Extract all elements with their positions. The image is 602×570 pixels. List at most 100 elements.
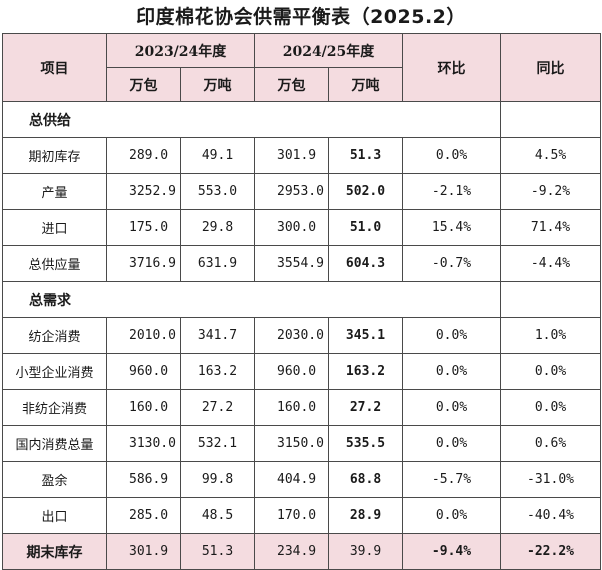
- cell-y1-bale: 285.0: [106, 497, 181, 534]
- cell-y1-ton: 553.0: [180, 173, 255, 210]
- cell-mom: 0.0%: [402, 425, 501, 462]
- cell-y2-ton: 28.9: [328, 497, 403, 534]
- cell-y1-ton: 27.2: [180, 389, 255, 426]
- cell-mom: 0.0%: [402, 353, 501, 390]
- row-label: 期初库存: [2, 137, 107, 174]
- cell-mom: 0.0%: [402, 389, 501, 426]
- table-row: 出口 285.0 48.5 170.0 28.9 0.0% -40.4%: [2, 497, 601, 534]
- cell-y1-bale: 2010.0: [106, 317, 181, 354]
- cell-y1-ton: 532.1: [180, 425, 255, 462]
- cell-y1-bale: 586.9: [106, 461, 181, 498]
- table-row: 进口 175.0 29.8 300.0 51.0 15.4% 71.4%: [2, 209, 601, 246]
- row-label: 盈余: [2, 461, 107, 498]
- cell-y1-ton: 29.8: [180, 209, 255, 246]
- cell-yoy: 71.4%: [500, 209, 601, 246]
- cell-yoy: 0.0%: [500, 389, 601, 426]
- cell-yoy: 0.6%: [500, 425, 601, 462]
- cell-y2-bale: 3554.9: [254, 245, 329, 282]
- cell-y1-bale: 175.0: [106, 209, 181, 246]
- cell-y2-bale: 404.9: [254, 461, 329, 498]
- table-row: 产量 3252.9 553.0 2953.0 502.0 -2.1% -9.2%: [2, 173, 601, 210]
- cell-yoy: -9.2%: [500, 173, 601, 210]
- table-row: 非纺企消费 160.0 27.2 160.0 27.2 0.0% 0.0%: [2, 389, 601, 426]
- row-label: 小型企业消费: [2, 353, 107, 390]
- section-blank: [500, 101, 601, 138]
- cell-mom: 15.4%: [402, 209, 501, 246]
- header-unit-ton-1: 万吨: [180, 67, 255, 102]
- cell-y1-bale: 160.0: [106, 389, 181, 426]
- cell-y2-ton: 27.2: [328, 389, 403, 426]
- row-label: 产量: [2, 173, 107, 210]
- header-unit-ton-2: 万吨: [328, 67, 403, 102]
- header-unit-bale-2: 万包: [254, 67, 329, 102]
- cell-y2-bale: 2953.0: [254, 173, 329, 210]
- header-item: 项目: [2, 33, 107, 102]
- cell-mom: 0.0%: [402, 497, 501, 534]
- row-label: 期末库存: [2, 533, 107, 570]
- cell-y2-ton: 502.0: [328, 173, 403, 210]
- row-label: 出口: [2, 497, 107, 534]
- table-row: 盈余 586.9 99.8 404.9 68.8 -5.7% -31.0%: [2, 461, 601, 498]
- section-row-demand: 总需求: [2, 281, 601, 318]
- cell-yoy: 1.0%: [500, 317, 601, 354]
- table-row: 国内消费总量 3130.0 532.1 3150.0 535.5 0.0% 0.…: [2, 425, 601, 462]
- cell-y2-bale: 170.0: [254, 497, 329, 534]
- cell-y2-bale: 2030.0: [254, 317, 329, 354]
- row-label: 进口: [2, 209, 107, 246]
- cell-yoy: -31.0%: [500, 461, 601, 498]
- section-row-supply: 总供给: [2, 101, 601, 138]
- cell-y2-ton: 535.5: [328, 425, 403, 462]
- table-title: 印度棉花协会供需平衡表（2025.2）: [136, 6, 466, 28]
- cell-y1-ton: 48.5: [180, 497, 255, 534]
- cell-y1-ton: 163.2: [180, 353, 255, 390]
- header-year1: 2023/24年度: [106, 33, 255, 68]
- cell-y1-bale: 301.9: [106, 533, 181, 570]
- cell-yoy: 0.0%: [500, 353, 601, 390]
- header-row-units: 万包 万吨 万包 万吨: [3, 67, 601, 102]
- row-label: 总供应量: [2, 245, 107, 282]
- cell-y2-bale: 160.0: [254, 389, 329, 426]
- cell-mom: 0.0%: [402, 137, 501, 174]
- cell-y2-ton: 604.3: [328, 245, 403, 282]
- table-row-ending-stock: 期末库存 301.9 51.3 234.9 39.9 -9.4% -22.2%: [2, 533, 601, 570]
- section-demand: 总需求: [2, 281, 501, 318]
- cell-y2-bale: 300.0: [254, 209, 329, 246]
- row-label: 国内消费总量: [2, 425, 107, 462]
- cell-mom: -0.7%: [402, 245, 501, 282]
- cell-y2-bale: 234.9: [254, 533, 329, 570]
- cell-y2-bale: 3150.0: [254, 425, 329, 462]
- table-row: 总供应量 3716.9 631.9 3554.9 604.3 -0.7% -4.…: [2, 245, 601, 282]
- cell-y2-bale: 301.9: [254, 137, 329, 174]
- supply-demand-table: 项目 2023/24年度 2024/25年度 环比 同比 万包 万吨 万包 万吨…: [2, 33, 601, 570]
- section-blank: [500, 281, 601, 318]
- table-row: 期初库存 289.0 49.1 301.9 51.3 0.0% 4.5%: [2, 137, 601, 174]
- cell-y2-ton: 345.1: [328, 317, 403, 354]
- cell-y1-bale: 3716.9: [106, 245, 181, 282]
- cell-y2-ton: 51.3: [328, 137, 403, 174]
- header-yoy: 同比: [500, 33, 601, 102]
- row-label: 纺企消费: [2, 317, 107, 354]
- cell-y1-ton: 99.8: [180, 461, 255, 498]
- cell-y2-ton: 51.0: [328, 209, 403, 246]
- cell-mom: 0.0%: [402, 317, 501, 354]
- cell-y2-ton: 68.8: [328, 461, 403, 498]
- table-row: 小型企业消费 960.0 163.2 960.0 163.2 0.0% 0.0%: [2, 353, 601, 390]
- cell-mom: -5.7%: [402, 461, 501, 498]
- cell-y1-ton: 631.9: [180, 245, 255, 282]
- cell-yoy: 4.5%: [500, 137, 601, 174]
- cell-mom: -2.1%: [402, 173, 501, 210]
- cell-y2-ton: 39.9: [328, 533, 403, 570]
- section-supply: 总供给: [2, 101, 501, 138]
- row-label: 非纺企消费: [2, 389, 107, 426]
- header-mom: 环比: [402, 33, 501, 102]
- header-row-years: 项目 2023/24年度 2024/25年度 环比 同比: [2, 33, 601, 102]
- cell-y1-bale: 3130.0: [106, 425, 181, 462]
- cell-y1-bale: 3252.9: [106, 173, 181, 210]
- cell-yoy: -22.2%: [500, 533, 601, 570]
- cell-y1-ton: 49.1: [180, 137, 255, 174]
- cell-y1-ton: 341.7: [180, 317, 255, 354]
- cell-yoy: -40.4%: [500, 497, 601, 534]
- cell-y2-ton: 163.2: [328, 353, 403, 390]
- cell-mom: -9.4%: [402, 533, 501, 570]
- cell-y1-ton: 51.3: [180, 533, 255, 570]
